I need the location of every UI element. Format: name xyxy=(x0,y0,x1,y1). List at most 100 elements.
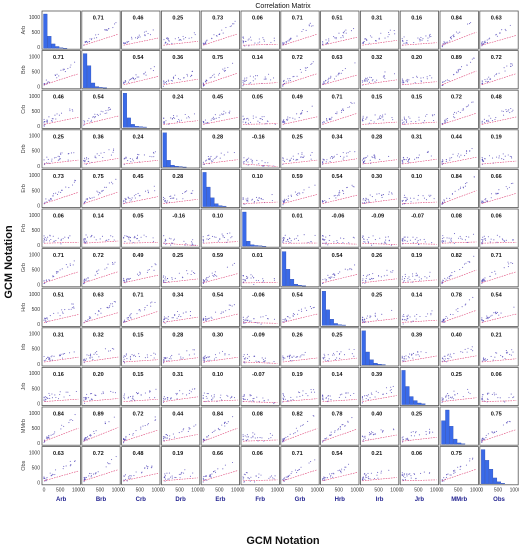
scatter-point xyxy=(166,317,168,319)
scatter-point xyxy=(88,197,91,199)
scatter-point xyxy=(507,110,509,112)
histogram-bar xyxy=(202,172,207,207)
scatter-point xyxy=(286,239,289,241)
correlation-value: 0.10 xyxy=(252,174,263,180)
scatter-point xyxy=(364,472,366,475)
scatter-point xyxy=(228,304,230,306)
scatter-points xyxy=(441,101,474,126)
histogram-bar xyxy=(95,86,100,88)
cell-frame xyxy=(160,10,201,50)
cell-erb-hrb: 0.54 xyxy=(320,168,360,208)
scatter-point xyxy=(381,116,383,118)
scatter-point xyxy=(451,157,453,159)
scatter-point xyxy=(221,424,223,426)
scatter-point xyxy=(366,395,369,397)
scatter-point xyxy=(85,279,87,281)
scatter-point xyxy=(407,314,409,316)
scatter-point xyxy=(243,477,245,479)
fit-line xyxy=(242,361,278,364)
scatter-point xyxy=(73,152,75,154)
scatter-point xyxy=(102,391,104,393)
scatter-point xyxy=(509,421,511,423)
correlation-value: 0.05 xyxy=(133,214,144,220)
scatter-point xyxy=(483,278,485,280)
scatter-point xyxy=(390,386,392,388)
scatter-point xyxy=(260,323,262,325)
cell-frame xyxy=(160,248,201,288)
fit-line xyxy=(83,469,119,482)
scatter-point xyxy=(172,197,174,199)
histogram-bar xyxy=(321,291,326,326)
scatter-point xyxy=(113,301,115,303)
scatter-point xyxy=(250,437,252,439)
scatter-point xyxy=(56,113,58,115)
scatter-point xyxy=(188,428,190,430)
scatter-point xyxy=(246,158,248,160)
scatter-point xyxy=(283,357,285,359)
scatter-point xyxy=(369,315,371,317)
scatter-points xyxy=(441,176,475,205)
scatter-point xyxy=(162,401,165,403)
scatter-point xyxy=(90,398,92,400)
x-tick-label: 500 xyxy=(335,487,344,493)
scatter-point xyxy=(174,476,176,479)
scatter-point xyxy=(250,158,252,160)
scatter-point xyxy=(409,473,411,475)
scatter-point xyxy=(368,432,371,434)
scatter-point xyxy=(481,157,483,159)
cell-arb-obs: 0.63 xyxy=(479,10,519,50)
fit-line xyxy=(123,359,159,363)
scatter-point xyxy=(449,197,451,199)
scatter-point xyxy=(285,319,287,321)
scatter-point xyxy=(322,161,324,164)
scatter-point xyxy=(455,309,457,311)
scatter-point xyxy=(415,431,417,433)
scatter-point xyxy=(339,155,342,157)
scatter-point xyxy=(403,315,405,318)
scatter-point xyxy=(203,358,205,360)
scatter-point xyxy=(366,239,368,241)
scatter-point xyxy=(49,358,51,360)
scatter-point xyxy=(482,357,485,359)
scatter-point xyxy=(163,82,165,84)
scatter-point xyxy=(202,394,204,397)
scatter-point xyxy=(110,459,113,461)
cell-drb-crb: 0.24 xyxy=(121,129,161,169)
scatter-point xyxy=(382,119,384,121)
y-tick-label: 0 xyxy=(37,164,40,170)
scatter-point xyxy=(472,233,475,235)
scatter-point xyxy=(445,396,447,398)
fit-line xyxy=(441,31,477,46)
x-tick-label: 1000 xyxy=(231,487,242,493)
scatter-point xyxy=(144,34,146,36)
scatter-point xyxy=(467,388,469,390)
scatter-point xyxy=(500,354,502,356)
scatter-point xyxy=(406,437,408,439)
scatter-point xyxy=(453,34,455,36)
scatter-point xyxy=(170,238,172,240)
cell-grb-frb: 0.01 xyxy=(240,248,280,288)
x-tick-label: 1000 xyxy=(430,487,441,493)
cell-crb-obs: 0.48 xyxy=(479,89,519,129)
scatter-point xyxy=(291,471,293,473)
y-tick-label: 1000 xyxy=(29,134,40,140)
scatter-point xyxy=(191,244,193,246)
correlation-value: 0.63 xyxy=(53,451,64,457)
scatter-point xyxy=(56,271,58,273)
scatter-point xyxy=(113,348,115,350)
histogram-bar xyxy=(453,438,458,445)
scatter-point xyxy=(85,438,87,440)
scatter-point xyxy=(135,74,137,76)
scatter-point xyxy=(466,241,469,244)
scatter-point xyxy=(244,319,246,321)
scatter-point xyxy=(466,150,468,152)
scatter-point xyxy=(343,469,345,471)
scatter-point xyxy=(260,474,262,476)
scatter-point xyxy=(457,153,459,155)
cell-grb-mmrb: 0.82 xyxy=(439,248,479,288)
cell-hrb-obs: 0.54 xyxy=(479,287,519,327)
scatter-point xyxy=(405,199,407,201)
correlation-value: 0.63 xyxy=(332,55,343,61)
scatter-point xyxy=(417,37,419,39)
scatter-point xyxy=(407,278,409,280)
